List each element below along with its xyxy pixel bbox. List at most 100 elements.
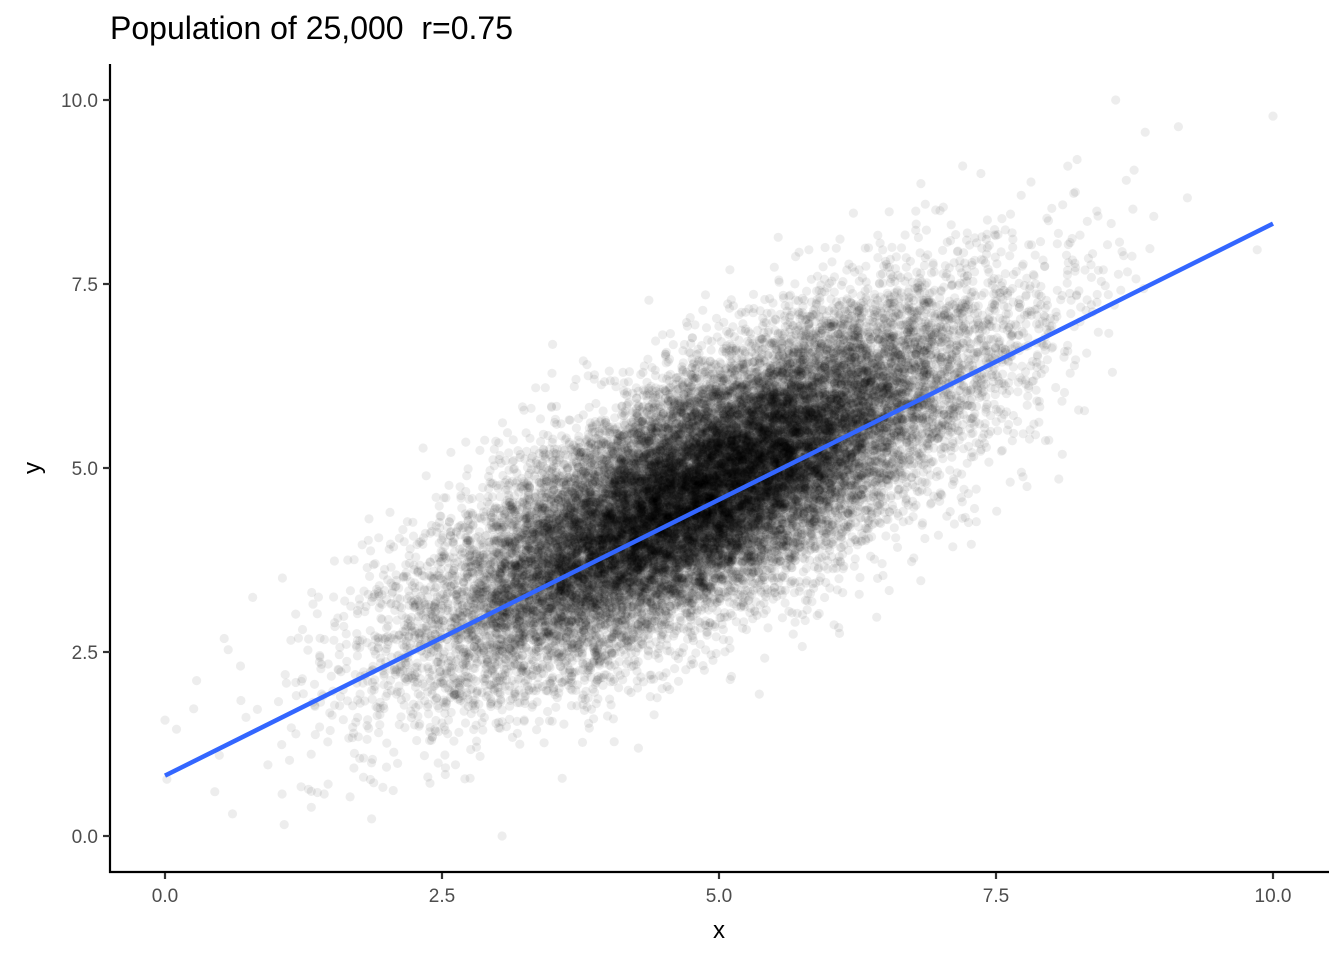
data-point bbox=[922, 355, 933, 365]
data-point bbox=[722, 514, 733, 524]
data-point bbox=[797, 438, 807, 448]
data-point bbox=[853, 373, 863, 383]
data-point bbox=[801, 382, 811, 392]
data-point bbox=[597, 459, 607, 469]
data-point bbox=[803, 516, 813, 526]
data-point bbox=[857, 469, 867, 479]
data-point bbox=[612, 491, 622, 501]
data-point bbox=[785, 470, 795, 480]
data-point bbox=[754, 353, 764, 363]
data-point bbox=[634, 568, 644, 579]
data-point bbox=[633, 497, 643, 508]
data-point bbox=[748, 509, 759, 519]
data-point bbox=[596, 571, 606, 581]
data-point bbox=[859, 495, 869, 505]
data-point bbox=[505, 500, 515, 511]
data-point bbox=[602, 536, 612, 546]
data-point bbox=[762, 368, 772, 378]
data-point bbox=[488, 558, 499, 568]
data-point bbox=[971, 517, 981, 527]
data-point bbox=[632, 475, 642, 485]
data-point bbox=[467, 624, 477, 634]
data-point bbox=[297, 674, 307, 684]
data-point bbox=[581, 488, 591, 498]
data-point bbox=[779, 407, 789, 417]
data-point bbox=[668, 340, 678, 350]
data-point bbox=[813, 403, 823, 413]
data-point bbox=[647, 577, 657, 587]
data-point bbox=[647, 581, 657, 591]
data-point bbox=[689, 518, 699, 528]
data-point bbox=[1065, 368, 1075, 378]
data-point bbox=[649, 471, 659, 481]
data-point bbox=[764, 378, 774, 388]
data-point bbox=[807, 455, 817, 465]
data-point bbox=[589, 564, 599, 575]
data-point bbox=[772, 367, 783, 377]
data-point bbox=[791, 370, 801, 380]
data-point bbox=[625, 563, 635, 573]
data-point bbox=[741, 496, 751, 506]
data-point bbox=[754, 516, 764, 526]
data-point bbox=[741, 535, 751, 545]
data-point bbox=[872, 325, 882, 335]
data-point bbox=[520, 523, 530, 533]
data-point bbox=[772, 490, 782, 500]
data-point bbox=[725, 482, 736, 492]
data-point bbox=[846, 355, 856, 365]
data-point bbox=[363, 589, 373, 599]
data-point bbox=[277, 573, 287, 583]
data-point bbox=[928, 414, 938, 424]
data-point bbox=[763, 464, 773, 474]
data-point bbox=[735, 508, 745, 518]
data-point bbox=[525, 511, 535, 521]
data-point bbox=[765, 532, 775, 542]
data-point bbox=[687, 493, 697, 503]
data-point bbox=[605, 529, 615, 540]
data-point bbox=[659, 494, 670, 504]
data-point bbox=[532, 725, 542, 735]
data-point bbox=[817, 457, 828, 467]
data-point bbox=[880, 384, 891, 394]
data-point bbox=[370, 649, 381, 659]
data-point bbox=[782, 411, 792, 421]
data-point bbox=[702, 454, 712, 464]
data-point bbox=[767, 516, 778, 526]
data-point bbox=[805, 460, 816, 470]
data-point bbox=[642, 581, 652, 591]
data-point bbox=[660, 554, 671, 564]
data-point bbox=[916, 576, 926, 586]
data-point bbox=[763, 515, 773, 525]
data-point bbox=[618, 586, 628, 596]
data-point bbox=[834, 425, 844, 435]
data-point bbox=[681, 502, 692, 512]
data-point bbox=[719, 463, 729, 473]
data-point bbox=[692, 413, 702, 423]
data-point bbox=[382, 738, 392, 748]
data-point bbox=[677, 502, 688, 512]
data-point bbox=[750, 448, 760, 458]
data-point bbox=[882, 404, 893, 414]
data-point bbox=[789, 347, 799, 357]
data-point bbox=[375, 697, 385, 707]
data-point bbox=[708, 410, 719, 420]
data-point bbox=[628, 438, 639, 448]
data-point bbox=[698, 545, 708, 556]
data-point bbox=[731, 518, 741, 528]
data-point bbox=[643, 462, 653, 472]
data-point bbox=[739, 499, 749, 509]
points-layer bbox=[160, 95, 1278, 841]
data-point bbox=[737, 412, 747, 422]
data-point bbox=[378, 782, 388, 793]
data-point bbox=[662, 534, 672, 544]
data-point bbox=[611, 554, 622, 565]
data-point bbox=[636, 595, 646, 606]
data-point bbox=[531, 572, 542, 583]
data-point bbox=[788, 351, 798, 361]
data-point bbox=[430, 629, 440, 639]
data-point bbox=[714, 470, 725, 480]
data-point bbox=[892, 376, 902, 387]
data-point bbox=[767, 450, 777, 460]
data-point bbox=[850, 419, 860, 429]
data-point bbox=[585, 439, 596, 449]
